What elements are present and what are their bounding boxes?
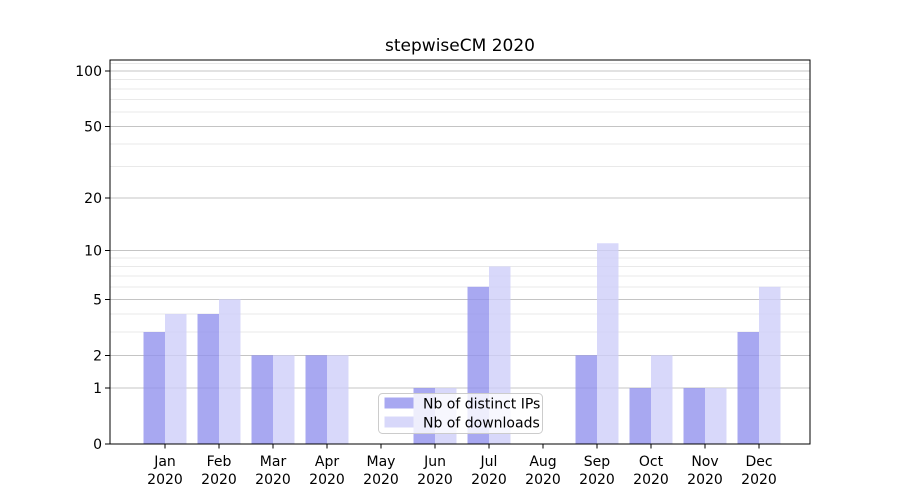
bar-dec-downloads <box>759 286 781 444</box>
x-tick-label-jul: Jul 2020 <box>471 454 507 488</box>
bar-sep-distinct-ips <box>575 355 597 444</box>
legend-label-distinct-ips: Nb of distinct IPs <box>423 397 540 413</box>
x-tick-label-aug: Aug 2020 <box>525 454 561 488</box>
x-tick-label-jun: Jun 2020 <box>417 454 453 488</box>
bar-sep-downloads <box>597 243 619 444</box>
x-tick-label-jan: Jan 2020 <box>147 454 183 488</box>
y-tick-label-1: 1 <box>93 381 102 397</box>
x-tick-label-sep: Sep 2020 <box>579 454 615 488</box>
x-tick-label-mar: Mar 2020 <box>255 454 291 488</box>
minor-gridlines <box>110 63 810 333</box>
x-tick-label-oct: Oct 2020 <box>633 454 669 488</box>
bar-dec-distinct-ips <box>737 332 759 444</box>
x-tick-label-feb: Feb 2020 <box>201 454 237 488</box>
legend-swatch-downloads <box>384 416 414 428</box>
bar-apr-downloads <box>327 355 349 444</box>
y-tick-label-5: 5 <box>93 292 102 308</box>
axes-layer <box>105 59 811 449</box>
legend-label-downloads: Nb of downloads <box>423 416 540 432</box>
x-tick-label-dec: Dec 2020 <box>741 454 777 488</box>
x-tick-label-may: May 2020 <box>363 454 399 488</box>
bars-layer <box>143 243 781 444</box>
legend-box <box>378 393 543 434</box>
bar-feb-distinct-ips <box>197 313 219 444</box>
bar-feb-downloads <box>219 299 241 444</box>
bar-oct-distinct-ips <box>629 388 651 444</box>
tick-labels-layer: 0 1 2 5 10 20 50 100 Jan 2020 Feb 2020 Mar 2020 Apr 202… <box>75 64 777 488</box>
x-tick-label-nov: Nov 2020 <box>687 454 723 488</box>
y-tick-label-0: 0 <box>93 437 102 453</box>
bar-nov-downloads <box>705 388 727 444</box>
y-tick-label-2: 2 <box>93 348 102 364</box>
y-tick-label-10: 10 <box>84 243 102 259</box>
bar-oct-downloads <box>651 355 673 444</box>
y-tick-label-20: 20 <box>84 191 102 207</box>
y-tick-label-50: 50 <box>84 119 102 135</box>
chart-title: stepwiseCM 2020 <box>385 36 535 56</box>
y-tick-label-100: 100 <box>75 64 102 80</box>
bar-jan-downloads <box>165 313 187 444</box>
plot-border <box>109 59 811 445</box>
bar-apr-distinct-ips <box>305 355 327 444</box>
bar-mar-downloads <box>273 355 295 444</box>
bar-mar-distinct-ips <box>251 355 273 444</box>
bar-jan-distinct-ips <box>143 332 165 444</box>
bar-nov-distinct-ips <box>683 388 705 444</box>
legend: Nb of distinct IPs Nb of downloads <box>378 393 543 434</box>
x-tick-label-apr: Apr 2020 <box>309 454 345 488</box>
legend-swatch-distinct-ips <box>384 397 414 409</box>
